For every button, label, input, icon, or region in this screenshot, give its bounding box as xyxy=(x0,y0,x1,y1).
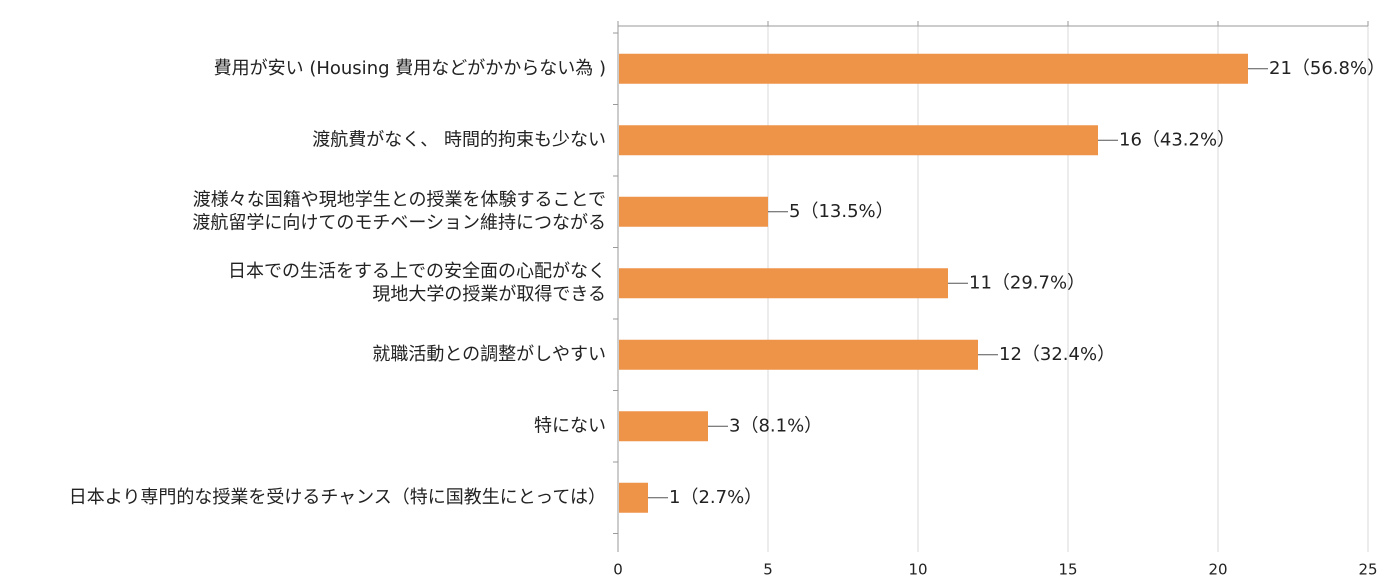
category-label: 就職活動との調整がしやすい xyxy=(372,344,606,365)
bars xyxy=(619,53,1248,513)
bar xyxy=(619,339,978,370)
data-label: 1（2.7%） xyxy=(669,487,762,508)
bar xyxy=(619,125,1098,156)
bar xyxy=(619,268,948,299)
category-label: 費用が安い (Housing 費用などがかからない為 ) xyxy=(214,58,606,79)
data-label: 21（56.8%） xyxy=(1269,58,1385,79)
gridlines xyxy=(767,26,1369,552)
axes xyxy=(613,21,1369,552)
bar xyxy=(619,53,1248,84)
category-label: 現地大学の授業が取得できる xyxy=(372,284,606,305)
x-tick-label: 5 xyxy=(763,561,773,579)
category-label: 渡航費がなく、 時間的拘束も少ない xyxy=(312,129,606,150)
x-tick-label: 15 xyxy=(1058,561,1077,579)
data-label: 11（29.7%） xyxy=(969,272,1085,293)
bar xyxy=(619,411,708,442)
category-label: 特にない xyxy=(534,415,606,436)
bar xyxy=(619,196,768,227)
category-label: 渡様々な国籍や現地学生との授業を体験することで xyxy=(193,189,606,210)
labels: 0 5 10 15 20 25 21（56.8%） 費用が安い (Housing 費用などがか… xyxy=(69,58,1385,579)
category-label: 日本での生活をする上での安全面の心配がなく xyxy=(228,261,606,282)
data-label: 16（43.2%） xyxy=(1119,129,1235,150)
x-tick-label: 10 xyxy=(908,561,927,579)
x-tick-label: 20 xyxy=(1208,561,1227,579)
data-label: 3（8.1%） xyxy=(729,415,822,436)
bar xyxy=(619,482,648,513)
category-label: 渡航留学に向けてのモチベーション維持につながる xyxy=(192,212,606,233)
data-label: 5（13.5%） xyxy=(789,201,894,222)
x-tick-label: 0 xyxy=(613,561,623,579)
x-tick-label: 25 xyxy=(1358,561,1377,579)
category-label: 日本より専門的な授業を受けるチャンス（特に国教生にとっては） xyxy=(69,487,606,508)
data-label: 12（32.4%） xyxy=(999,344,1115,365)
